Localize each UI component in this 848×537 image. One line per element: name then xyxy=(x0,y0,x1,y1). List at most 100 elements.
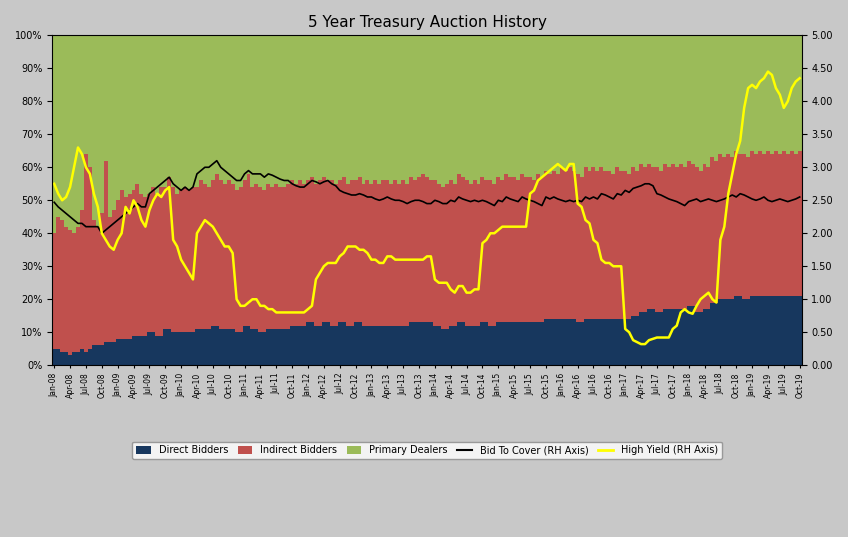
Bar xyxy=(619,171,623,319)
Bar xyxy=(361,184,365,325)
Bar xyxy=(148,194,151,332)
Bar xyxy=(215,174,219,325)
Bar xyxy=(334,35,338,184)
Bar xyxy=(88,349,92,365)
Bar xyxy=(505,35,508,174)
Bar xyxy=(643,35,647,168)
Bar xyxy=(477,35,481,184)
Bar xyxy=(298,325,302,365)
Bar xyxy=(148,35,151,194)
Bar xyxy=(139,194,143,336)
Bar xyxy=(413,180,417,322)
Bar xyxy=(413,35,417,180)
Bar xyxy=(64,35,68,227)
Bar xyxy=(338,322,342,365)
Bar xyxy=(714,302,718,365)
Bar xyxy=(460,322,465,365)
Bar xyxy=(131,35,136,191)
Bar xyxy=(203,35,207,184)
Bar xyxy=(247,325,250,365)
Bar xyxy=(259,187,262,332)
Bar xyxy=(365,325,370,365)
Bar xyxy=(512,35,516,177)
Bar xyxy=(250,329,254,365)
Bar xyxy=(187,332,191,365)
Bar xyxy=(655,313,659,365)
Bar xyxy=(690,306,695,365)
Bar xyxy=(695,313,699,365)
Bar xyxy=(730,299,734,365)
Bar xyxy=(595,171,600,319)
Bar xyxy=(727,154,730,299)
Bar xyxy=(294,184,298,325)
Bar xyxy=(136,336,139,365)
Bar xyxy=(425,177,429,322)
Bar xyxy=(330,180,334,325)
Bar xyxy=(346,35,349,184)
Bar xyxy=(667,309,671,365)
Bar xyxy=(524,322,528,365)
Bar xyxy=(493,325,496,365)
Bar xyxy=(243,35,247,180)
Bar xyxy=(120,35,124,191)
Bar xyxy=(231,184,235,329)
Bar xyxy=(528,177,532,322)
Bar xyxy=(143,336,148,365)
Bar xyxy=(592,319,595,365)
Bar xyxy=(730,157,734,299)
Bar xyxy=(488,35,493,180)
Bar xyxy=(183,35,187,187)
Bar xyxy=(484,35,488,180)
Bar xyxy=(346,325,349,365)
Bar xyxy=(500,180,505,322)
Bar xyxy=(567,168,572,319)
Bar xyxy=(453,184,457,325)
Bar xyxy=(53,349,56,365)
Bar xyxy=(108,217,112,342)
Bar xyxy=(635,171,639,316)
Bar xyxy=(131,336,136,365)
Bar xyxy=(358,322,361,365)
Bar xyxy=(730,35,734,157)
Bar xyxy=(623,171,628,319)
Bar xyxy=(469,35,472,184)
Bar xyxy=(441,187,445,329)
Bar xyxy=(457,174,460,322)
Bar xyxy=(774,151,778,296)
Bar xyxy=(579,35,583,177)
Bar xyxy=(702,164,706,309)
Bar xyxy=(226,35,231,180)
Bar xyxy=(385,180,389,325)
Bar xyxy=(695,35,699,168)
Bar xyxy=(604,319,607,365)
Bar xyxy=(516,35,520,180)
Bar xyxy=(179,332,183,365)
Bar xyxy=(794,35,798,154)
Bar xyxy=(432,35,437,180)
Bar xyxy=(342,177,346,322)
Bar xyxy=(195,35,199,187)
Bar xyxy=(567,319,572,365)
Bar xyxy=(306,35,310,180)
Bar xyxy=(706,168,711,309)
Bar xyxy=(203,329,207,365)
Bar xyxy=(623,319,628,365)
Bar xyxy=(798,296,801,365)
Bar xyxy=(127,339,131,365)
Bar xyxy=(564,319,567,365)
Bar xyxy=(322,35,326,177)
Bar xyxy=(76,352,80,365)
Bar xyxy=(405,325,409,365)
Bar xyxy=(393,325,397,365)
Bar xyxy=(750,296,754,365)
Bar xyxy=(389,35,393,184)
Bar xyxy=(76,227,80,352)
Bar xyxy=(211,180,215,325)
Bar xyxy=(465,180,469,325)
Bar xyxy=(437,184,441,325)
Bar xyxy=(786,154,789,296)
Bar xyxy=(623,35,628,171)
Bar xyxy=(496,35,500,177)
Bar xyxy=(631,35,635,168)
Bar xyxy=(711,157,714,302)
